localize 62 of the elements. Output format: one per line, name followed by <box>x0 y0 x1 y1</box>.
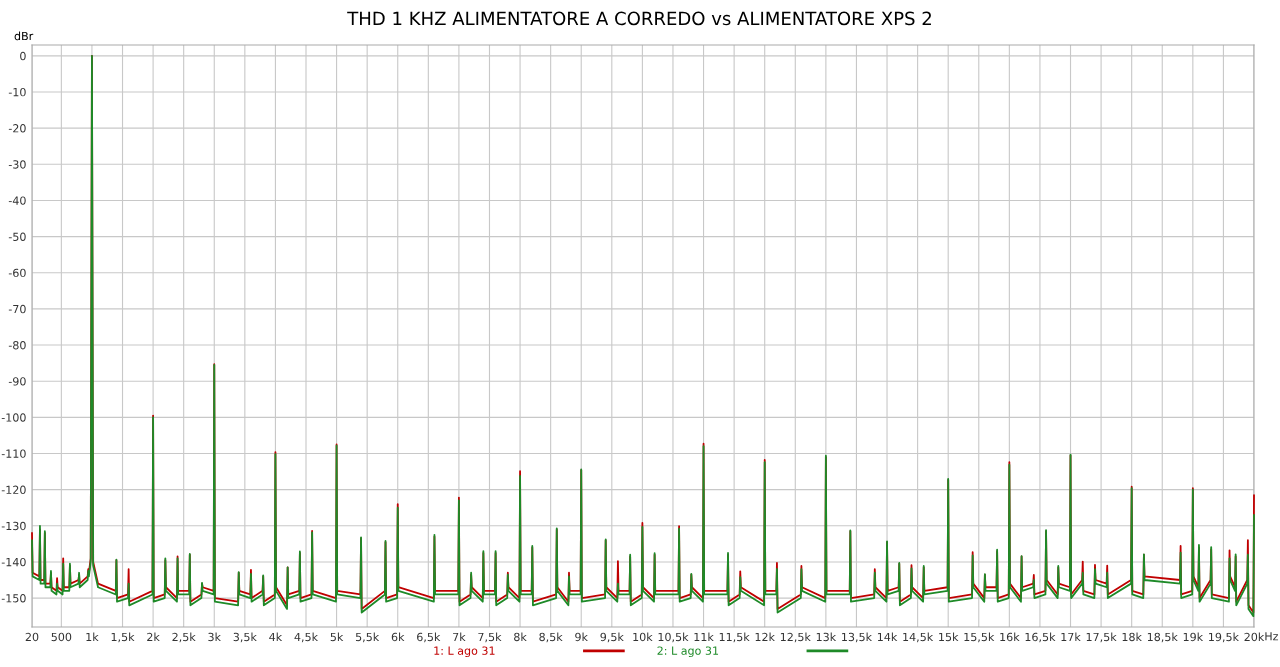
y-tick-label: -140 <box>1 557 26 567</box>
y-tick-label: -50 <box>8 232 26 241</box>
x-tick-label: 2,5k <box>172 632 196 643</box>
chart-title: THD 1 KHZ ALIMENTATORE A CORREDO vs ALIMENTATORE XPS 2 <box>347 11 931 26</box>
x-tick-label: 11k <box>694 632 714 641</box>
x-tick-label: 7k <box>453 632 466 641</box>
x-tick-label: 3k <box>208 632 221 642</box>
x-tick-label: 18,5k <box>1147 632 1178 643</box>
y-tick-label: -150 <box>1 594 26 603</box>
x-tick-label: 2k <box>147 632 160 641</box>
x-tick-label: 10k <box>633 632 653 642</box>
y-tick-label: -100 <box>1 413 26 422</box>
y-tick-label: -110 <box>1 449 26 458</box>
x-tick-label: 1k <box>86 632 99 641</box>
y-tick-label: -90 <box>8 377 26 386</box>
x-tick-label: 3,5k <box>233 632 257 643</box>
x-tick-label: 9,5k <box>600 632 624 643</box>
x-tick-label: 15,5k <box>964 632 995 643</box>
y-tick-label: -130 <box>1 521 26 531</box>
x-tick-label: 8,5k <box>539 632 563 643</box>
x-tick-label: 7,5k <box>478 632 502 643</box>
x-tick-label: 16k <box>1000 632 1020 642</box>
x-tick-label: 17,5k <box>1086 632 1117 643</box>
y-tick-label: -20 <box>8 124 26 133</box>
x-tick-label: 14k <box>877 632 898 641</box>
x-tick-label: 6,5k <box>417 632 441 643</box>
y-tick-label: -60 <box>8 268 26 278</box>
x-tick-label: 10,5k <box>658 632 689 643</box>
x-tick-label: 500 <box>51 632 72 642</box>
y-tick-label: -40 <box>8 196 26 205</box>
x-tick-label: 12,5k <box>780 632 811 643</box>
x-tick-label: 19k <box>1183 632 1204 642</box>
y-tick-label: -120 <box>1 485 26 495</box>
x-tick-label: 4k <box>269 632 283 641</box>
y-tick-label: -10 <box>8 87 26 97</box>
x-tick-label: 4,5k <box>294 632 319 643</box>
x-tick-label: 14,5k <box>903 632 934 643</box>
x-tick-label: 5,5k <box>355 632 380 643</box>
x-tick-label: 17k <box>1061 632 1081 641</box>
y-tick-label: -70 <box>8 304 26 314</box>
x-tick-label: 11,5k <box>719 632 750 643</box>
x-axis-title: Hz <box>1265 632 1279 641</box>
x-tick-label: 13k <box>816 632 837 642</box>
x-tick-label: 19,5k <box>1209 632 1239 643</box>
x-tick-label: 18k <box>1122 632 1142 642</box>
x-tick-label: 9k <box>575 632 588 642</box>
x-tick-label: 20k <box>1244 632 1265 642</box>
y-axis-title: dBr <box>14 31 34 41</box>
x-tick-label: 15k <box>939 632 959 642</box>
text: 1: L ago 31 <box>434 646 495 657</box>
x-tick-label: 12k <box>755 632 775 641</box>
x-tick-label: 1,5k <box>111 632 135 643</box>
y-tick-label: -80 <box>8 341 26 350</box>
x-tick-label: 5k <box>330 632 344 642</box>
x-tick-label: 6k <box>391 632 405 642</box>
x-tick-label: 13,5k <box>842 632 873 643</box>
text: 2: L ago 31 <box>657 646 719 657</box>
y-tick-label: -30 <box>8 160 26 169</box>
y-tick-label: 0 <box>20 51 26 61</box>
x-tick-label: 8k <box>514 632 527 642</box>
x-tick-label: 20 <box>25 632 39 642</box>
x-tick-label: 16,5k <box>1025 632 1056 643</box>
